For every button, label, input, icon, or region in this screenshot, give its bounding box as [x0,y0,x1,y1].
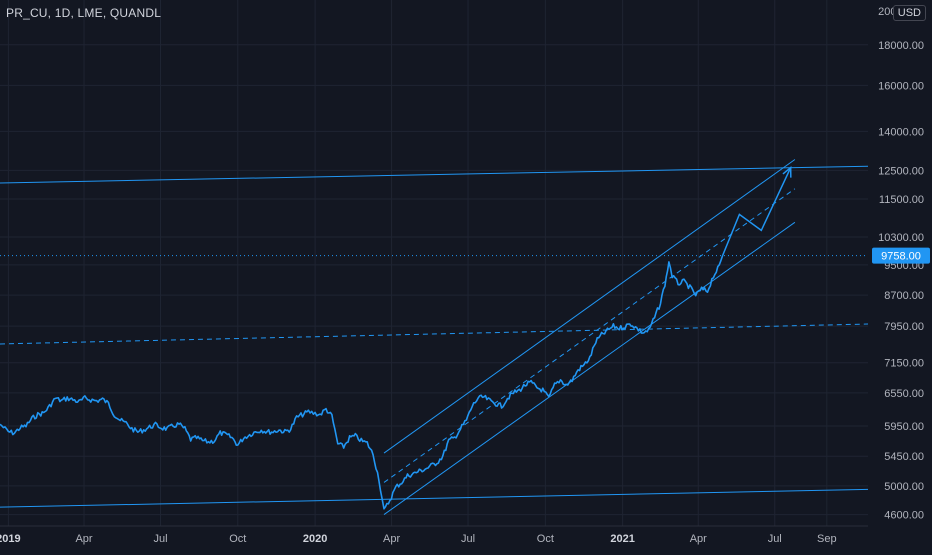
current-price-tag[interactable] [872,247,930,264]
y-tick-label: 14000.00 [878,126,924,138]
x-tick-label: Jul [461,533,475,545]
y-tick-label: 7950.00 [884,321,924,333]
y-tick-label: 6550.00 [884,388,924,400]
y-tick-label: 5450.00 [884,451,924,463]
y-tick-label: 10300.00 [878,232,924,244]
y-tick-label: 16000.00 [878,80,924,92]
symbol-info-label[interactable]: PR_CU, 1D, LME, QUANDL [6,6,162,20]
projection-arrow-head[interactable] [782,166,792,178]
price-series-layer [0,255,868,510]
current-price-tag-label: 9758.00 [881,251,921,263]
support-trendline[interactable] [0,488,869,508]
x-tick-label: 2021 [610,533,634,545]
y-tick-label: 5950.00 [884,421,924,433]
x-tick-label: Jul [153,533,167,545]
price-axis[interactable]: 4600.00 5000.00 5450.00 5950.00 6550.00 7150.… [872,6,930,522]
channel-upper-line[interactable] [383,159,796,454]
x-tick-label: Sep [817,533,837,545]
x-tick-label: Jul [768,533,782,545]
dashed-level-line[interactable] [0,323,869,345]
y-tick-label: 11500.00 [879,194,924,206]
x-tick-label: 2019 [0,533,21,545]
y-tick-label: 12500.00 [878,165,924,177]
price-line [0,255,724,510]
grid [0,0,868,526]
drawing-tools-layer[interactable] [0,159,869,515]
x-tick-label: Oct [537,533,554,545]
projection-path[interactable] [721,167,792,256]
y-tick-label: 8700.00 [884,290,924,302]
x-tick-label: Oct [229,533,246,545]
channel-lower-line[interactable] [383,221,796,515]
currency-badge[interactable]: USD [892,5,926,21]
resistance-trendline[interactable] [0,165,869,184]
y-tick-label: 7150.00 [884,358,924,370]
y-tick-label: 4600.00 [884,510,924,522]
channel-median-line[interactable] [383,188,796,483]
x-tick-label: Apr [690,533,707,545]
y-tick-label: 5000.00 [884,481,924,493]
y-tick-label: 18000.00 [878,40,924,52]
x-tick-label: Apr [75,533,92,545]
time-axis[interactable]: 2019 Apr Jul Oct 2020 Apr Jul Oct 2021 Apr Jul Sep [0,525,868,545]
x-tick-label: Apr [383,533,400,545]
x-tick-label: 2020 [303,533,327,545]
